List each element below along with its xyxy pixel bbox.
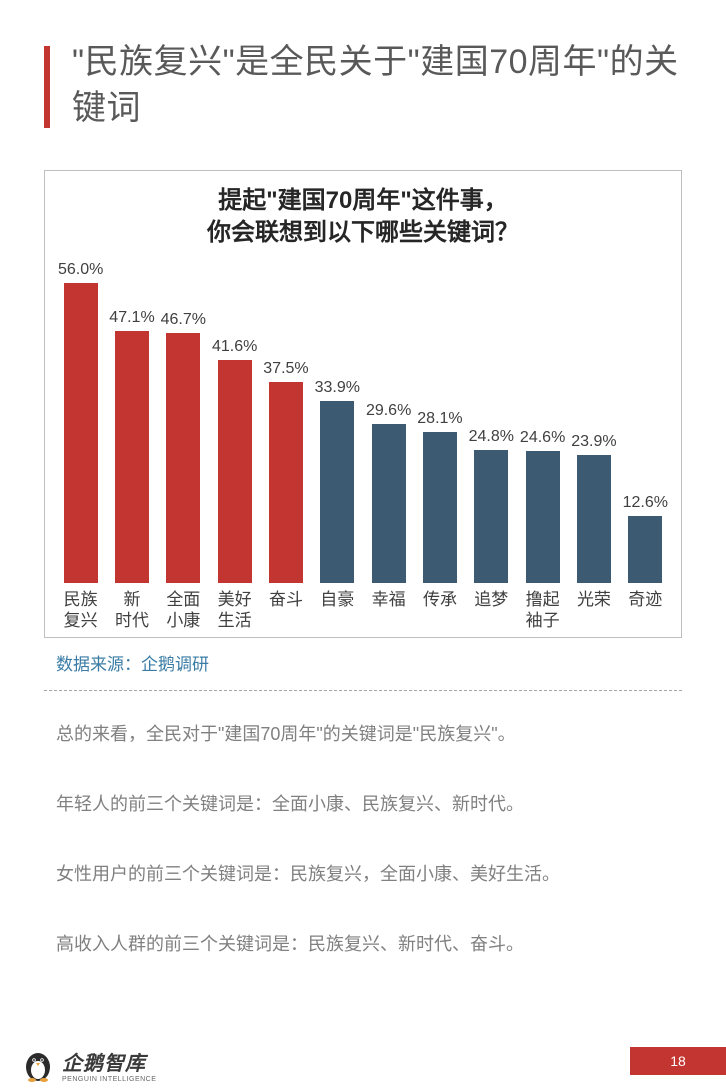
body-paragraph-4: 高收入人群的前三个关键词是：民族复兴、新时代、奋斗。	[56, 930, 670, 959]
bar-value-label: 46.7%	[161, 311, 206, 329]
page-title: "民族复兴"是全民关于"建国70周年"的关键词	[44, 40, 682, 132]
bar-value-label: 24.8%	[469, 428, 514, 446]
bar-value-label: 24.6%	[520, 429, 565, 447]
data-source: 数据来源：企鹅调研	[56, 650, 209, 675]
bar-item: 47.1%	[106, 283, 157, 583]
bar-value-label: 41.6%	[212, 338, 257, 356]
bar-category-label: 奇迹	[620, 590, 671, 631]
bar-rect	[64, 283, 98, 583]
page-title-block: "民族复兴"是全民关于"建国70周年"的关键词	[44, 40, 682, 132]
bar-value-label: 47.1%	[109, 309, 154, 327]
bar-rect	[166, 333, 200, 583]
bar-value-label: 12.6%	[623, 494, 668, 512]
bar-item: 24.6%	[517, 283, 568, 583]
brand-text: 企鹅智库 PENGUIN INTELLIGENCE	[62, 1054, 156, 1083]
body-paragraph-2: 年轻人的前三个关键词是：全面小康、民族复兴、新时代。	[56, 790, 670, 819]
bar-value-label: 29.6%	[366, 402, 411, 420]
bar-rect	[628, 516, 662, 584]
bar-category-label: 美好 生活	[209, 590, 260, 631]
bar-category-label: 民族 复兴	[55, 590, 106, 631]
brand-logo: 企鹅智库 PENGUIN INTELLIGENCE	[18, 1043, 156, 1083]
bar-rect	[320, 401, 354, 583]
chart-title-line1: 提起"建国70周年"这件事，	[218, 187, 507, 214]
bar-item: 23.9%	[568, 283, 619, 583]
chart-title-line2: 你会联想到以下哪些关键词？	[207, 219, 519, 246]
chart-labels-row: 民族 复兴新 时代全面 小康美好 生活奋斗自豪幸福传承追梦撸起 袖子光荣奇迹	[55, 590, 671, 631]
divider	[44, 690, 682, 691]
bar-item: 12.6%	[620, 283, 671, 583]
bar-category-label: 奋斗	[260, 590, 311, 631]
bar-rect	[115, 331, 149, 583]
bar-category-label: 新 时代	[106, 590, 157, 631]
bar-item: 37.5%	[260, 283, 311, 583]
bar-value-label: 37.5%	[263, 360, 308, 378]
chart-bars-area: 56.0%47.1% 46.7% 41.6% 37.5% 33.9% 29.6% 28.1%…	[55, 283, 671, 583]
title-accent-bar	[44, 46, 50, 128]
bar-category-label: 光荣	[568, 590, 619, 631]
bar-rect	[577, 455, 611, 583]
bar-item: 24.8%	[466, 283, 517, 583]
bar-value-label: 56.0%	[58, 261, 103, 279]
bar-item: 46.7%	[158, 283, 209, 583]
bar-rect	[474, 450, 508, 583]
bar-item: 41.6%	[209, 283, 260, 583]
bar-category-label: 幸福	[363, 590, 414, 631]
bar-item: 28.1%	[414, 283, 465, 583]
bar-category-label: 全面 小康	[158, 590, 209, 631]
brand-name-en: PENGUIN INTELLIGENCE	[62, 1076, 156, 1083]
bar-item: 56.0%	[55, 283, 106, 583]
bar-value-label: 23.9%	[571, 433, 616, 451]
bar-category-label: 传承	[414, 590, 465, 631]
page-footer: 企鹅智库 PENGUIN INTELLIGENCE 18	[0, 1037, 726, 1089]
brand-name-cn: 企鹅智库	[62, 1054, 156, 1074]
bar-rect	[218, 360, 252, 583]
bar-rect	[269, 382, 303, 583]
bar-category-label: 追梦	[466, 590, 517, 631]
bar-category-label: 自豪	[312, 590, 363, 631]
body-paragraph-3: 女性用户的前三个关键词是：民族复兴，全面小康、美好生活。	[56, 860, 670, 889]
bar-chart-container: 提起"建国70周年"这件事， 你会联想到以下哪些关键词？ 56.0%47.1%4…	[44, 170, 682, 638]
bar-rect	[526, 451, 560, 583]
bar-rect	[423, 432, 457, 583]
body-paragraph-1: 总的来看，全民对于"建国70周年"的关键词是"民族复兴"。	[56, 720, 670, 749]
bar-category-label: 撸起 袖子	[517, 590, 568, 631]
bar-item: 33.9%	[312, 283, 363, 583]
penguin-icon	[18, 1043, 58, 1083]
chart-title: 提起"建国70周年"这件事， 你会联想到以下哪些关键词？	[45, 185, 681, 250]
bar-rect	[372, 424, 406, 583]
bar-value-label: 33.9%	[315, 379, 360, 397]
bar-value-label: 28.1%	[417, 410, 462, 428]
bar-item: 29.6%	[363, 283, 414, 583]
page-number-badge: 18	[630, 1047, 726, 1075]
